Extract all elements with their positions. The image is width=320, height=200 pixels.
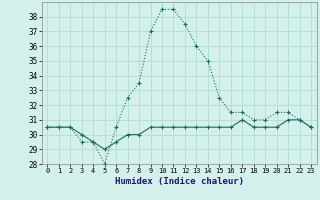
X-axis label: Humidex (Indice chaleur): Humidex (Indice chaleur): [115, 177, 244, 186]
